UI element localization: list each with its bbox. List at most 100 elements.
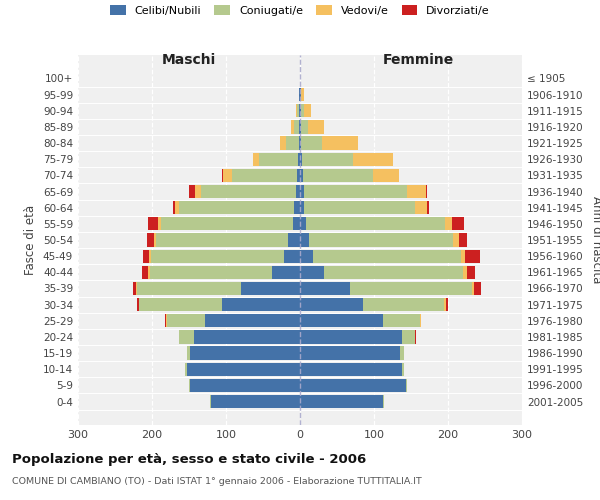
Bar [373, 169, 399, 182]
Bar [157, 234, 288, 246]
Bar [400, 346, 404, 360]
Bar [298, 152, 300, 166]
Bar [406, 379, 407, 392]
Bar [407, 185, 426, 198]
Bar [300, 346, 400, 360]
Bar [300, 120, 301, 134]
Bar [222, 298, 300, 311]
Bar [151, 250, 284, 263]
Bar [194, 330, 300, 344]
Bar [304, 185, 407, 198]
Bar [205, 314, 300, 328]
Bar [189, 185, 195, 198]
Bar [241, 282, 300, 295]
Bar [300, 298, 363, 311]
Bar [139, 298, 222, 311]
Bar [300, 314, 383, 328]
Bar [313, 250, 461, 263]
Bar [300, 379, 406, 392]
Bar [296, 104, 297, 118]
Bar [301, 136, 322, 149]
Bar [150, 266, 272, 279]
Bar [288, 234, 300, 246]
Bar [467, 266, 475, 279]
Bar [300, 201, 304, 214]
Bar [426, 185, 427, 198]
Bar [300, 266, 323, 279]
Bar [444, 298, 446, 311]
Bar [164, 314, 166, 328]
Legend: Celibi/Nubili, Coniugati/e, Vedovi/e, Divorziati/e: Celibi/Nubili, Coniugati/e, Vedovi/e, Di… [106, 0, 494, 20]
Bar [158, 217, 161, 230]
Bar [299, 136, 300, 149]
Bar [301, 104, 304, 118]
Bar [222, 169, 223, 182]
Bar [149, 250, 151, 263]
Bar [459, 234, 467, 246]
Bar [308, 120, 325, 134]
Bar [300, 104, 301, 118]
Bar [223, 169, 232, 182]
Bar [142, 266, 148, 279]
Bar [286, 136, 299, 149]
Bar [300, 169, 303, 182]
Bar [453, 234, 459, 246]
Bar [304, 104, 311, 118]
Bar [143, 250, 149, 263]
Bar [293, 217, 300, 230]
Bar [187, 362, 300, 376]
Bar [187, 346, 190, 360]
Bar [232, 169, 297, 182]
Text: COMUNE DI CAMBIANO (TO) - Dati ISTAT 1° gennaio 2006 - Elaborazione TUTTITALIA.I: COMUNE DI CAMBIANO (TO) - Dati ISTAT 1° … [12, 478, 422, 486]
Bar [175, 201, 179, 214]
Bar [402, 330, 415, 344]
Bar [296, 185, 300, 198]
Bar [420, 314, 421, 328]
Bar [148, 266, 150, 279]
Bar [304, 201, 415, 214]
Bar [300, 88, 301, 101]
Bar [259, 152, 298, 166]
Text: Maschi: Maschi [162, 53, 216, 67]
Bar [300, 217, 306, 230]
Bar [474, 282, 481, 295]
Bar [445, 217, 452, 230]
Bar [323, 266, 463, 279]
Y-axis label: Anni di nascita: Anni di nascita [590, 196, 600, 284]
Bar [299, 88, 300, 101]
Bar [272, 266, 300, 279]
Bar [211, 395, 300, 408]
Bar [300, 152, 302, 166]
Bar [189, 379, 190, 392]
Bar [350, 282, 472, 295]
Bar [300, 330, 402, 344]
Bar [309, 234, 453, 246]
Bar [297, 104, 299, 118]
Bar [301, 120, 308, 134]
Bar [353, 152, 393, 166]
Bar [297, 169, 300, 182]
Bar [291, 120, 294, 134]
Bar [294, 120, 299, 134]
Bar [136, 282, 137, 295]
Bar [306, 217, 445, 230]
Bar [300, 250, 313, 263]
Bar [137, 298, 139, 311]
Bar [148, 217, 158, 230]
Bar [300, 136, 301, 149]
Bar [161, 217, 293, 230]
Bar [402, 362, 404, 376]
Bar [446, 298, 448, 311]
Bar [190, 346, 300, 360]
Bar [294, 201, 300, 214]
Bar [363, 298, 444, 311]
Bar [322, 136, 358, 149]
Bar [280, 136, 286, 149]
Bar [300, 185, 304, 198]
Bar [415, 330, 416, 344]
Bar [300, 234, 309, 246]
Bar [253, 152, 259, 166]
Bar [300, 395, 383, 408]
Bar [452, 217, 464, 230]
Bar [300, 362, 402, 376]
